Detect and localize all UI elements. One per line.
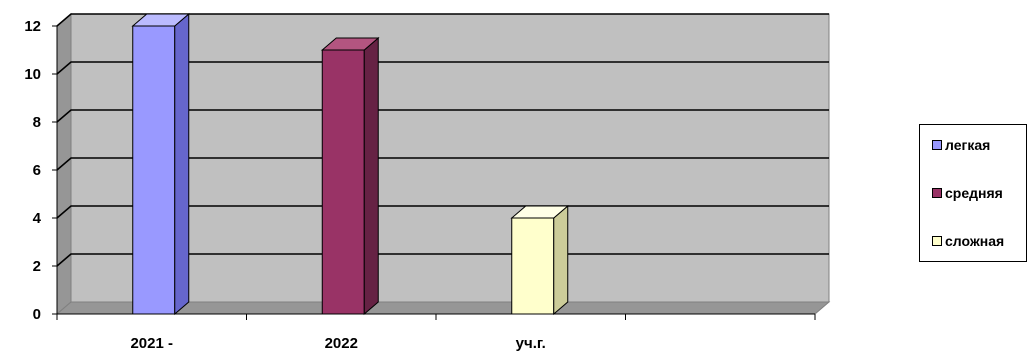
y-tick-label: 8 [33,114,41,131]
gridline [56,253,829,267]
legend-item-medium: средняя [932,185,1003,201]
bar-front [511,217,555,315]
bar-side [174,12,190,316]
x-category-labels: 2021 - 2022 уч.г. [130,335,545,351]
legend-label-easy: легкая [945,137,991,153]
bar-top [131,13,191,27]
bar-front [132,25,176,315]
legend-item-hard: сложная [932,233,1004,249]
y-tick-label: 0 [33,306,41,323]
axes [52,25,816,320]
gridline [56,205,829,219]
bar-легкая [131,12,191,316]
bar-top [320,37,380,51]
bar-top [510,205,570,219]
x-category-label: 2021 - [130,335,173,351]
x-category-label: 2022 [325,335,358,351]
bar-front [321,49,365,315]
bar-средняя [320,36,380,316]
legend-swatch-hard [932,236,942,246]
legend-label-medium: средняя [945,185,1003,201]
legend-swatch-medium [932,188,942,198]
bar-сложная [510,204,570,316]
legend-swatch-easy [932,140,942,150]
bars [131,12,570,316]
y-tick-label: 4 [33,210,42,227]
bar-side [363,36,379,316]
bar-side [553,204,569,316]
y-tick-label: 12 [24,18,41,35]
gridline [56,61,829,75]
gridline [56,109,829,123]
gridline [56,157,829,171]
legend-item-easy: легкая [932,137,990,153]
legend-label-hard: сложная [945,233,1005,249]
y-tick-label: 10 [24,66,41,83]
x-category-label: уч.г. [516,335,546,351]
y-tick-label: 2 [33,258,41,275]
y-tick-label: 6 [33,162,41,179]
gridline [56,13,829,27]
legend: легкая средняя сложная [919,124,1027,262]
gridlines [56,13,829,267]
y-tick-labels: 0 2 4 6 8 10 12 [24,18,41,323]
